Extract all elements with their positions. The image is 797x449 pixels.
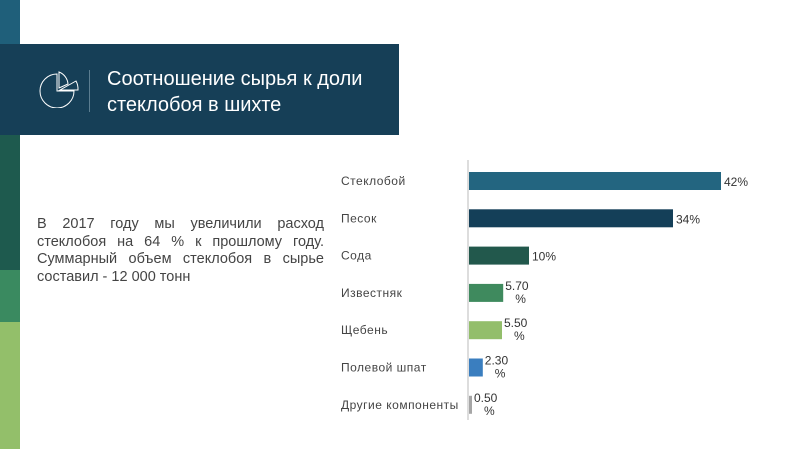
- category-label: Щебень: [341, 323, 388, 337]
- page-title: Соотношение сырья к доли стеклобоя в ших…: [107, 68, 363, 116]
- bar: [469, 395, 472, 414]
- category-label: Песок: [341, 211, 377, 225]
- data-label: 5.70%: [505, 279, 529, 306]
- data-label: 10%: [532, 250, 556, 264]
- category-label: Сода: [341, 249, 372, 263]
- accent-stripe-light: [0, 322, 20, 449]
- pie-chart-icon: [39, 71, 79, 108]
- bar: [469, 283, 504, 302]
- bar: [469, 172, 721, 190]
- bar: [469, 209, 673, 228]
- data-label: 0.50%: [474, 391, 498, 418]
- data-label: 42%: [724, 175, 748, 189]
- category-label: Стеклобой: [341, 174, 406, 188]
- data-label: 34%: [676, 212, 700, 226]
- data-label: 5.50%: [504, 316, 528, 343]
- title-divider: [89, 70, 90, 112]
- accent-stripe-mid: [0, 135, 20, 270]
- bar: [469, 358, 483, 377]
- accent-stripe-top: [0, 0, 20, 45]
- bar: [469, 246, 529, 265]
- bar: [469, 321, 502, 340]
- body-text: В 2017 году мы увеличили расход стеклобо…: [37, 216, 324, 285]
- category-label: Другие компоненты: [341, 398, 459, 412]
- category-label: Известняк: [341, 286, 403, 300]
- data-label: 2.30%: [485, 354, 509, 381]
- accent-stripe-green: [0, 270, 20, 322]
- category-label: Полевой шпат: [341, 361, 427, 375]
